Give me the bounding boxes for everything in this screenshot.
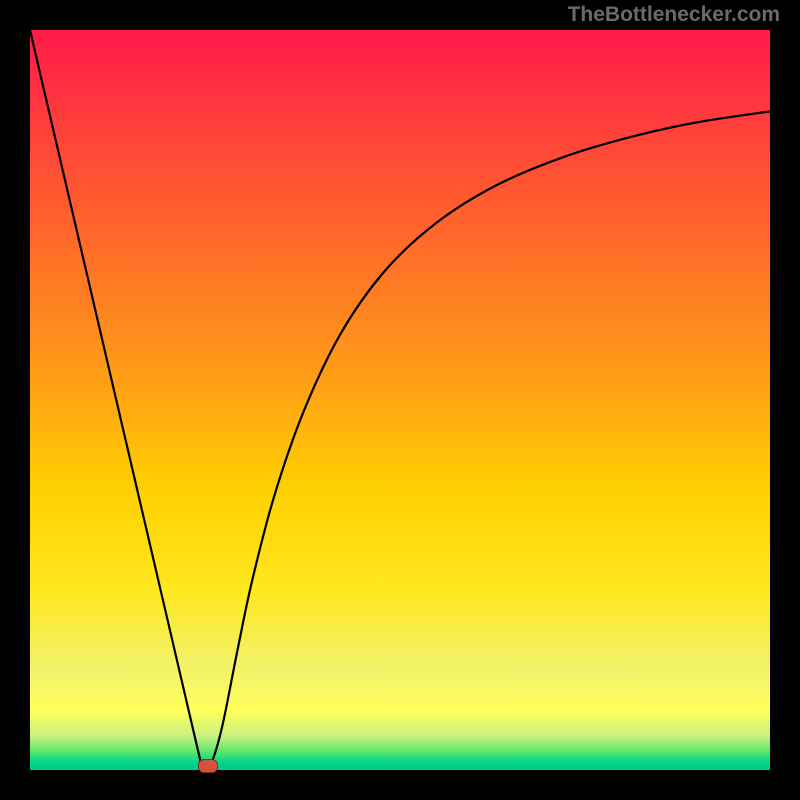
minimum-marker — [198, 759, 218, 773]
bottleneck-curve — [30, 30, 770, 767]
chart-frame: TheBottlenecker.com — [0, 0, 800, 800]
chart-svg — [0, 0, 800, 800]
